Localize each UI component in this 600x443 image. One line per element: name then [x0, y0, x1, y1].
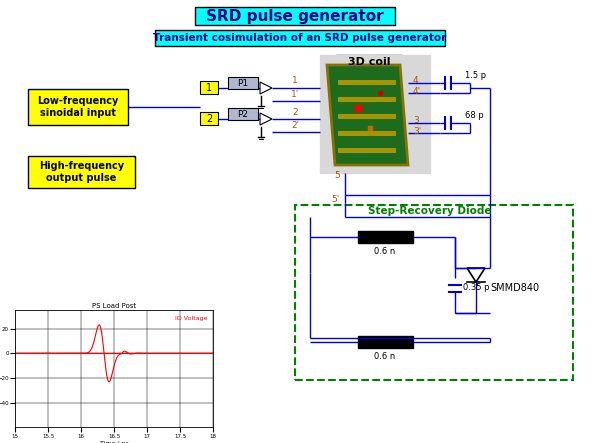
Text: Step-Recovery Diode: Step-Recovery Diode [368, 206, 492, 216]
Text: 4': 4' [413, 86, 421, 96]
Bar [358, 336, 413, 348]
Text: High-frequency
output pulse: High-frequency output pulse [39, 161, 124, 183]
Bar [338, 131, 396, 136]
Bar [200, 112, 218, 125]
Text: 4: 4 [413, 75, 419, 85]
Bar [320, 55, 430, 173]
Text: P2: P2 [238, 109, 248, 118]
Text: 68 p: 68 p [465, 111, 484, 120]
Text: 3: 3 [413, 116, 419, 124]
Polygon shape [260, 82, 272, 94]
Text: 0.6 n: 0.6 n [374, 247, 395, 256]
Bar [228, 108, 258, 120]
Text: Low-frequency
sinoidal input: Low-frequency sinoidal input [37, 96, 119, 118]
Bar [295, 205, 573, 380]
Text: 3': 3' [413, 127, 421, 136]
Bar [200, 81, 218, 94]
Bar [28, 156, 135, 188]
Text: 2: 2 [292, 108, 298, 117]
Text: SMMD840: SMMD840 [490, 283, 539, 293]
Polygon shape [327, 65, 408, 165]
Text: ID Voltage: ID Voltage [175, 316, 207, 321]
Text: 0.35 p: 0.35 p [463, 284, 490, 292]
Bar [155, 30, 445, 46]
Title: PS Load Post: PS Load Post [92, 303, 136, 309]
Text: 1.5 p: 1.5 p [465, 71, 486, 80]
Bar [28, 89, 128, 125]
Bar [338, 80, 396, 85]
Bar [358, 231, 413, 243]
Text: 1': 1' [291, 90, 299, 99]
Bar [338, 148, 396, 153]
Text: 2: 2 [206, 113, 212, 124]
Bar [338, 97, 396, 102]
Text: 1: 1 [292, 76, 298, 85]
Bar [338, 114, 396, 119]
Text: 2': 2' [291, 121, 299, 130]
Text: 5: 5 [334, 171, 340, 179]
Text: 3D coil: 3D coil [348, 57, 390, 67]
Text: 0.6 n: 0.6 n [374, 352, 395, 361]
Text: SRD pulse generator: SRD pulse generator [206, 8, 384, 23]
Bar [195, 7, 395, 25]
Polygon shape [260, 113, 272, 125]
Text: 5': 5' [332, 194, 340, 203]
Text: Transient cosimulation of an SRD pulse generator: Transient cosimulation of an SRD pulse g… [154, 33, 446, 43]
Text: 1: 1 [206, 82, 212, 93]
Text: P1: P1 [238, 78, 248, 88]
Bar [336, 55, 402, 69]
X-axis label: Time / ns: Time / ns [100, 440, 128, 443]
Bar [228, 77, 258, 89]
